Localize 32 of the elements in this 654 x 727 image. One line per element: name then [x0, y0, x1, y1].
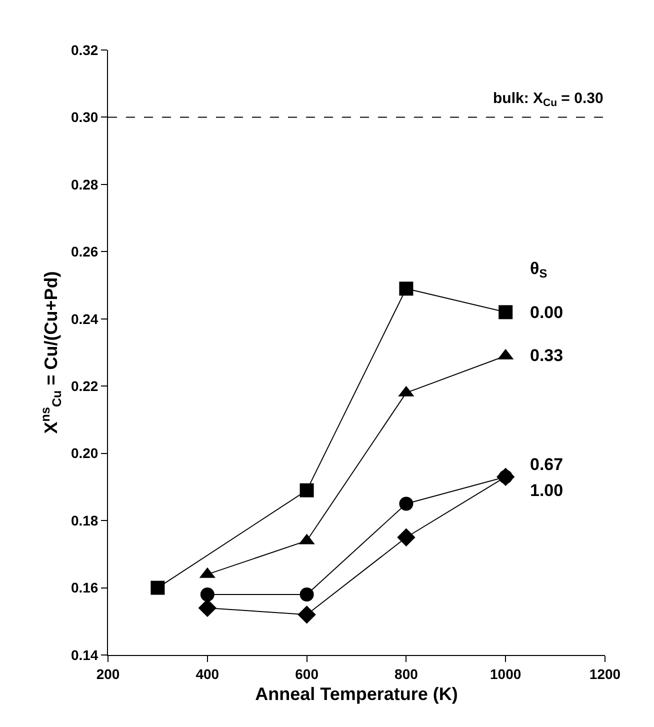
series-label: 0.33: [530, 346, 564, 365]
y-tick-label: 0.20: [70, 445, 98, 462]
series-label: 0.00: [530, 303, 564, 322]
x-tick-label: 800: [394, 666, 418, 682]
legend-title: θ$_{S}$: [530, 259, 548, 281]
point: [200, 588, 214, 602]
y-tick-label: 0.26: [70, 244, 98, 260]
series-label: 1.00: [530, 481, 564, 500]
point: [300, 483, 314, 498]
x-tick-label: 400: [196, 666, 220, 682]
y-tick-label: 0.18: [70, 512, 98, 528]
x-tick-label: 600: [295, 666, 319, 682]
y-tick-label: 0.24: [70, 310, 98, 327]
x-tick-label: 1000: [490, 666, 522, 682]
x-tick-label: 1200: [589, 666, 621, 682]
point: [300, 588, 314, 602]
x-axis-title: Anneal Temperature (K): [255, 684, 458, 704]
x-tick-label: 200: [96, 666, 120, 682]
point: [298, 606, 316, 624]
point: [150, 580, 165, 595]
point: [399, 282, 414, 296]
y-tick-label: 0.30: [70, 109, 98, 126]
point: [498, 305, 513, 320]
y-tick-label: 0.14: [70, 646, 98, 663]
y-tick-label: 0.28: [70, 176, 98, 192]
series-label: 0.67: [530, 455, 564, 474]
y-tick-label: 0.16: [70, 580, 98, 596]
ref-line-label: bulk: X$_{Cu}$ = 0.30: [493, 90, 604, 110]
point: [399, 496, 414, 511]
point: [397, 528, 416, 546]
y-tick-label: 0.32: [70, 42, 98, 58]
y-tick-label: 0.22: [70, 378, 98, 394]
